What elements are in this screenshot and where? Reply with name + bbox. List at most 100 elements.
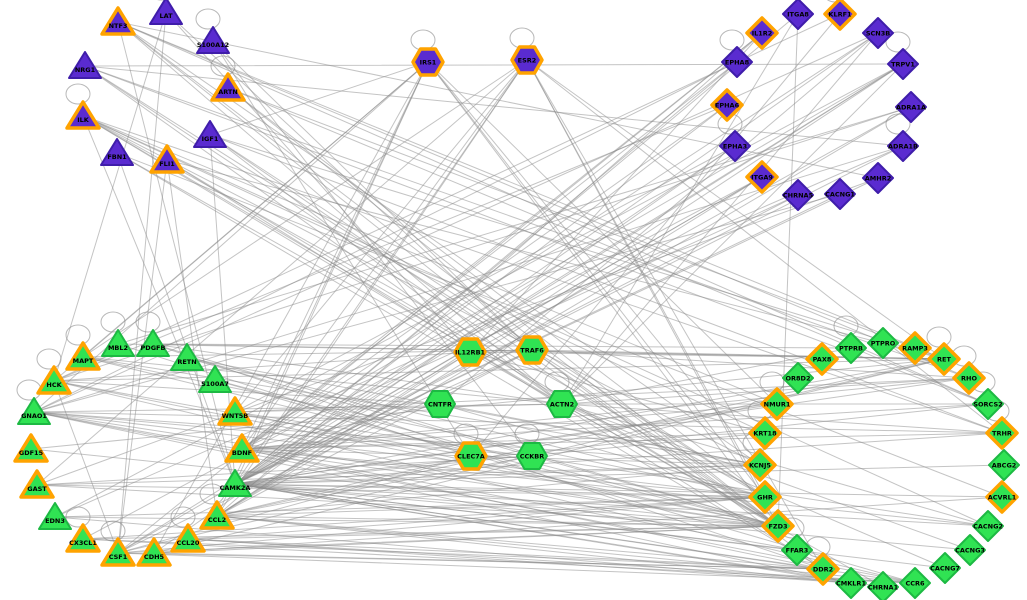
node-CLEC7A[interactable]	[454, 441, 488, 471]
node-RETN[interactable]	[170, 343, 204, 371]
node-CDH5[interactable]	[136, 537, 172, 567]
node-IL12RB1[interactable]	[453, 337, 487, 367]
node-IRS1[interactable]	[411, 47, 445, 77]
edge	[209, 134, 563, 405]
node-CCR6[interactable]	[899, 567, 931, 599]
node-EPHA8[interactable]	[721, 46, 753, 78]
node-CCL20[interactable]	[170, 523, 206, 553]
node-OR8D2[interactable]	[782, 362, 814, 394]
node-PDGFB[interactable]	[136, 329, 170, 357]
edge	[234, 483, 989, 527]
node-CNTFR[interactable]	[424, 390, 456, 418]
node-CACNG2[interactable]	[972, 510, 1004, 542]
node-MBL2[interactable]	[101, 329, 135, 357]
node-MAPT[interactable]	[65, 341, 101, 371]
node-SCN3B[interactable]	[862, 17, 894, 49]
node-CHRNA1[interactable]	[867, 571, 899, 600]
node-TRHR[interactable]	[985, 416, 1019, 450]
node-CHRNA5[interactable]	[782, 179, 814, 211]
node-NMUR1[interactable]	[760, 387, 794, 421]
node-ARTN[interactable]	[210, 72, 246, 102]
self-loop	[719, 29, 745, 51]
node-PTPRB[interactable]	[835, 332, 867, 364]
node-BDNF[interactable]	[224, 433, 260, 463]
node-TRPV1[interactable]	[887, 48, 919, 80]
node-CACNG7[interactable]	[929, 552, 961, 584]
edge	[234, 358, 945, 485]
node-NRG1[interactable]	[68, 51, 102, 79]
edge	[209, 61, 429, 136]
node-CACNG1[interactable]	[824, 178, 856, 210]
node-KRT18[interactable]	[748, 416, 782, 450]
node-HCK[interactable]	[36, 365, 72, 395]
node-FBN1[interactable]	[100, 138, 134, 166]
node-S100A7[interactable]	[198, 365, 232, 393]
node-EPHA6[interactable]	[710, 88, 744, 122]
edge	[234, 59, 528, 413]
node-SORCS2[interactable]	[972, 388, 1004, 420]
edge	[54, 145, 904, 518]
node-AMHR2[interactable]	[862, 162, 894, 194]
node-FZD3[interactable]	[761, 509, 795, 543]
edge	[241, 448, 779, 527]
node-IGF1[interactable]	[193, 120, 227, 148]
edge	[209, 134, 945, 360]
node-GDF15[interactable]	[13, 433, 49, 463]
node-PAX8[interactable]	[805, 342, 839, 376]
node-GAST[interactable]	[19, 469, 55, 499]
self-loop	[544, 371, 570, 393]
node-CSF1[interactable]	[100, 537, 136, 567]
edge	[53, 13, 841, 382]
node-EPHA3[interactable]	[719, 130, 751, 162]
node-ACTN2[interactable]	[546, 390, 578, 418]
node-NTF3[interactable]	[100, 6, 136, 36]
self-loop	[885, 113, 911, 135]
node-S100A12[interactable]	[196, 26, 230, 54]
node-RET[interactable]	[927, 342, 961, 376]
node-IL1R2[interactable]	[745, 16, 779, 50]
node-ACVRL1[interactable]	[985, 480, 1019, 514]
node-PTPRO[interactable]	[867, 327, 899, 359]
node-GHR[interactable]	[748, 480, 782, 514]
node-ITGA8[interactable]	[782, 0, 814, 30]
node-KLRF1[interactable]	[823, 0, 857, 31]
self-loop	[410, 29, 436, 51]
edge	[241, 194, 799, 450]
node-GNAO1[interactable]	[17, 397, 51, 425]
edge	[117, 11, 167, 554]
node-ITGA9[interactable]	[745, 160, 779, 194]
node-WNT5B[interactable]	[217, 396, 253, 426]
edge	[82, 115, 989, 527]
edge	[54, 496, 766, 518]
node-ADRA1A[interactable]	[895, 91, 927, 123]
self-loop	[926, 326, 952, 348]
node-CCL2[interactable]	[199, 500, 235, 530]
edge	[234, 464, 1005, 485]
node-CMKLR1[interactable]	[835, 567, 867, 599]
node-DDR2[interactable]	[806, 552, 840, 586]
edge	[561, 403, 946, 569]
node-FLI1[interactable]	[149, 144, 185, 174]
edge	[36, 484, 779, 527]
edge	[234, 377, 970, 413]
edge	[54, 516, 779, 527]
edge	[116, 152, 236, 485]
node-CACNG3[interactable]	[954, 534, 986, 566]
node-CX3CL1[interactable]	[65, 523, 101, 553]
node-RHO[interactable]	[952, 361, 986, 395]
node-CAMK2A[interactable]	[218, 469, 252, 497]
node-LAT[interactable]	[149, 0, 183, 25]
node-KCNJ5[interactable]	[743, 448, 777, 482]
node-EDN3[interactable]	[38, 502, 72, 530]
self-loop	[65, 324, 91, 346]
node-RAMP3[interactable]	[898, 331, 932, 365]
node-CCKBR[interactable]	[516, 442, 548, 470]
node-TRAF6[interactable]	[515, 335, 549, 365]
node-ADRA1B[interactable]	[887, 130, 919, 162]
node-ABCG2[interactable]	[988, 449, 1020, 481]
node-FFAR3[interactable]	[781, 534, 813, 566]
node-ESR2[interactable]	[510, 45, 544, 75]
node-ILK[interactable]	[65, 100, 101, 130]
